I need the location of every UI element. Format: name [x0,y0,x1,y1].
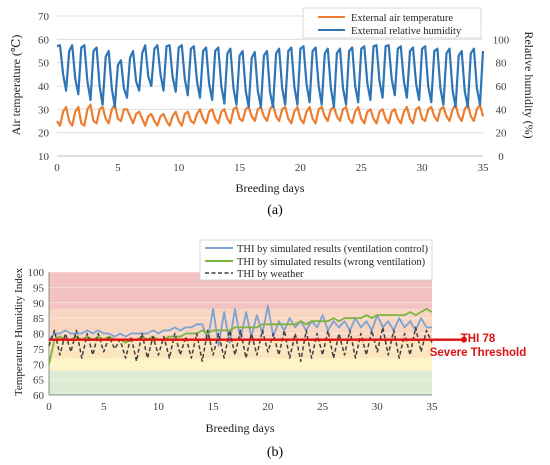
chart-a-ytick-left: 20 [38,128,50,140]
chart-b-ytick: 75 [33,344,45,356]
chart-a-ytick-left: 30 [38,104,50,116]
series-thi-weather [48,326,433,362]
chart-b-ytick: 65 [33,375,45,387]
chart-b-xtick: 15 [208,401,220,413]
chart-b-xlabel: Breeding days [206,421,275,435]
chart-a-ytick-right: 0 [498,151,504,163]
chart-b-tick-labels: 60 65 70 75 80 85 90 95 100 0 5 10 15 20 25 30 35 [28,267,439,413]
legend-label-thi-wrong-ventilation: THI by simulated results (wrong ventilat… [237,257,426,268]
chart-a-ylabel-right: Relative humidity (%) [522,31,536,138]
chart-b-xtick: 25 [317,401,329,413]
chart-a-xtick: 25 [356,162,368,174]
chart-b-ytick: 100 [28,267,45,279]
series-external-air-temperature [56,103,485,127]
chart-b-ytick: 60 [33,390,45,402]
chart-a-xtick: 20 [295,162,307,174]
chart-a-ytick-right: 20 [496,128,508,140]
chart-b-xtick: 35 [427,401,439,413]
chart-a-ytick-left: 60 [38,34,50,46]
legend-label-relative-humidity: External relative humidity [351,26,462,37]
chart-a-tick-labels: 10 20 30 40 50 60 70 0 20 40 60 80 100 0 5 10 15 20 25 30 35 [38,11,510,174]
chart-b-ytick: 85 [33,313,45,325]
chart-b-ytick: 70 [33,359,45,371]
chart-a-ytick-right: 100 [493,34,510,46]
legend-label-thi-weather: THI by weather [237,269,304,280]
chart-b-axes [48,272,432,396]
chart-b-ytick: 80 [33,329,45,341]
caption-a: (a) [267,203,283,218]
chart-b-xtick: 20 [262,401,274,413]
chart-b-background-bands [49,272,432,395]
chart-b-xtick: 0 [46,401,52,413]
chart-b-xtick: 5 [101,401,107,413]
chart-a-ylabel-left: Air temperature (℃) [9,35,23,136]
chart-a-series [56,44,485,127]
chart-a-xlabel: Breeding days [236,181,305,195]
chart-a-xtick: 35 [478,162,490,174]
threshold-annotation-value: THI 78 [461,333,496,345]
chart-a-legend-box [302,7,482,39]
chart-a-ytick-right: 60 [496,81,508,93]
chart-panel-a: 10 20 30 40 50 60 70 0 20 40 60 80 100 0 5 10 15 20 25 30 35… [9,7,536,218]
chart-a-xtick: 30 [417,162,429,174]
chart-b-xtick: 30 [372,401,384,413]
chart-b-threshold [49,336,467,343]
chart-a-ytick-left: 50 [38,58,50,70]
chart-a-ytick-right: 80 [496,58,508,70]
chart-a-xtick: 15 [234,162,246,174]
legend-label-thi-ventilation-control: THI by simulated results (ventilation co… [237,244,429,255]
chart-b-xtick: 10 [153,401,165,413]
chart-b-ytick: 90 [33,298,45,310]
chart-a-legend: External air temperature External relati… [302,7,482,39]
chart-panel-b: 60 65 70 75 80 85 90 95 100 0 5 10 15 20 25 30 35 THI by… [13,239,527,460]
series-external-relative-humidity [56,44,485,109]
chart-a-ytick-left: 10 [38,151,50,163]
chart-b-ytick: 95 [33,282,45,294]
threshold-marker [461,336,467,343]
chart-b-legend-box [199,239,433,281]
threshold-annotation-label: Severe Threshold [430,347,527,359]
legend-label-air-temperature: External air temperature [351,13,453,24]
chart-a-ytick-right: 40 [496,104,508,116]
caption-b: (b) [267,445,284,460]
chart-a-ytick-left: 40 [38,81,50,93]
chart-a-xtick: 10 [173,162,185,174]
chart-a-ytick-left: 70 [38,11,50,23]
chart-b-ylabel: Temperature Humidity Index [13,267,25,396]
chart-b-legend: THI by simulated results (ventilation co… [199,239,433,281]
chart-b-band [49,370,432,395]
chart-a-xtick: 5 [115,162,121,174]
chart-a-xtick: 0 [54,162,60,174]
